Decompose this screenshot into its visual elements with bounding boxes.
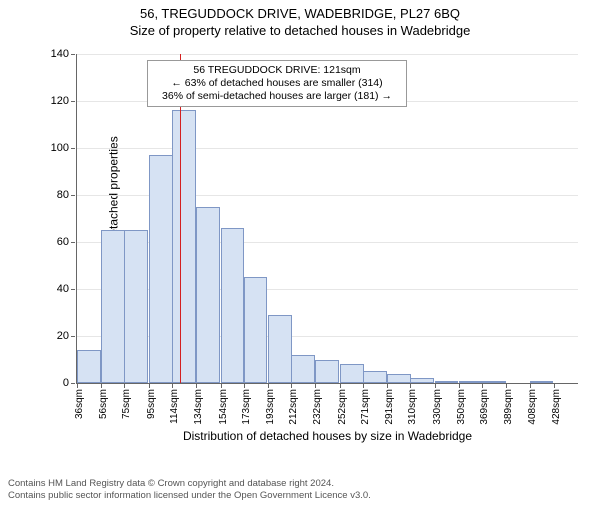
y-tick-label: 40 xyxy=(57,283,69,295)
y-tick xyxy=(71,336,75,337)
chart-container: Number of detached properties Distributi… xyxy=(48,54,578,424)
x-tick xyxy=(101,383,102,388)
title-address: 56, TREGUDDOCK DRIVE, WADEBRIDGE, PL27 6… xyxy=(0,6,600,21)
y-tick-label: 20 xyxy=(57,330,69,342)
x-tick xyxy=(172,383,173,388)
x-axis-label: Distribution of detached houses by size … xyxy=(183,429,472,443)
y-tick xyxy=(71,148,75,149)
histogram-bar xyxy=(221,228,245,383)
y-tick-label: 80 xyxy=(57,189,69,201)
title-subtitle: Size of property relative to detached ho… xyxy=(0,23,600,38)
histogram-bar xyxy=(363,371,387,383)
x-tick-label: 330sqm xyxy=(432,389,443,425)
x-tick-label: 232sqm xyxy=(312,389,323,425)
x-tick-label: 75sqm xyxy=(121,389,132,419)
x-tick xyxy=(244,383,245,388)
x-tick xyxy=(554,383,555,388)
x-tick xyxy=(315,383,316,388)
callout-line: 56 TREGUDDOCK DRIVE: 121sqm xyxy=(154,64,400,77)
x-tick xyxy=(124,383,125,388)
x-tick-label: 56sqm xyxy=(98,389,109,419)
x-tick-label: 428sqm xyxy=(551,389,562,425)
x-tick-label: 408sqm xyxy=(527,389,538,425)
y-tick xyxy=(71,383,75,384)
callout-line: 36% of semi-detached houses are larger (… xyxy=(154,90,400,103)
x-tick xyxy=(410,383,411,388)
y-tick-label: 60 xyxy=(57,236,69,248)
histogram-bar xyxy=(268,315,292,383)
x-tick-label: 134sqm xyxy=(193,389,204,425)
x-tick-label: 36sqm xyxy=(74,389,85,419)
histogram-bar xyxy=(149,155,173,383)
x-tick xyxy=(221,383,222,388)
x-tick-label: 114sqm xyxy=(169,389,180,424)
x-tick xyxy=(196,383,197,388)
histogram-bar xyxy=(77,350,101,383)
footer-line1: Contains HM Land Registry data © Crown c… xyxy=(8,478,371,490)
x-tick-label: 389sqm xyxy=(503,389,514,425)
x-tick-label: 369sqm xyxy=(479,389,490,425)
x-tick xyxy=(77,383,78,388)
x-tick xyxy=(268,383,269,388)
x-tick-label: 173sqm xyxy=(241,389,252,425)
y-tick-label: 100 xyxy=(51,142,69,154)
x-tick xyxy=(387,383,388,388)
x-tick xyxy=(363,383,364,388)
x-tick-label: 350sqm xyxy=(456,389,467,425)
histogram-bar xyxy=(340,364,364,383)
x-tick-label: 252sqm xyxy=(337,389,348,425)
histogram-bar xyxy=(244,277,268,383)
histogram-bar xyxy=(291,355,315,383)
y-tick-label: 140 xyxy=(51,48,69,60)
y-tick xyxy=(71,242,75,243)
histogram-bar xyxy=(387,374,411,383)
x-tick xyxy=(435,383,436,388)
histogram-bar xyxy=(315,360,339,384)
x-tick-label: 271sqm xyxy=(360,389,371,425)
x-tick xyxy=(291,383,292,388)
histogram-bar xyxy=(172,110,196,383)
y-tick xyxy=(71,289,75,290)
y-tick xyxy=(71,195,75,196)
y-tick-label: 0 xyxy=(63,377,69,389)
footer-line2: Contains public sector information licen… xyxy=(8,490,371,502)
plot-area: Number of detached properties Distributi… xyxy=(76,54,578,384)
x-tick xyxy=(482,383,483,388)
x-tick-label: 310sqm xyxy=(407,389,418,425)
histogram-bar xyxy=(459,381,483,383)
callout-line: ← 63% of detached houses are smaller (31… xyxy=(154,77,400,90)
x-tick xyxy=(340,383,341,388)
y-tick xyxy=(71,101,75,102)
y-tick-label: 120 xyxy=(51,95,69,107)
histogram-bar xyxy=(435,381,459,383)
gridline xyxy=(77,54,578,55)
footer-attribution: Contains HM Land Registry data © Crown c… xyxy=(8,478,371,502)
histogram-bar xyxy=(101,230,125,383)
x-tick xyxy=(506,383,507,388)
histogram-bar xyxy=(410,378,434,383)
histogram-bar xyxy=(196,207,220,383)
x-tick xyxy=(149,383,150,388)
x-tick-label: 154sqm xyxy=(218,389,229,425)
gridline xyxy=(77,148,578,149)
x-tick xyxy=(459,383,460,388)
x-tick-label: 291sqm xyxy=(384,389,395,425)
x-tick-label: 95sqm xyxy=(146,389,157,419)
histogram-bar xyxy=(482,381,506,383)
x-tick-label: 212sqm xyxy=(288,389,299,425)
x-tick-label: 193sqm xyxy=(265,389,276,425)
x-tick xyxy=(530,383,531,388)
callout-box: 56 TREGUDDOCK DRIVE: 121sqm← 63% of deta… xyxy=(147,60,407,107)
y-tick xyxy=(71,54,75,55)
histogram-bar xyxy=(530,381,554,383)
histogram-bar xyxy=(124,230,148,383)
